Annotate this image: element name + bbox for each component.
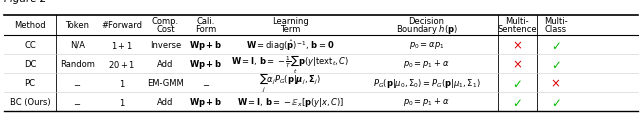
Text: $p_0 = \alpha p_1$: $p_0 = \alpha p_1$	[409, 40, 444, 51]
Text: $1+1$: $1+1$	[111, 40, 133, 51]
Text: Sentence: Sentence	[497, 25, 537, 34]
Text: $-$: $-$	[202, 78, 210, 87]
Text: $\mathbf{Wp+b}$: $\mathbf{Wp+b}$	[189, 39, 222, 52]
Text: Learning: Learning	[272, 17, 308, 26]
Text: Decision: Decision	[408, 17, 445, 26]
Text: DC: DC	[24, 59, 36, 68]
Text: $1$: $1$	[118, 96, 125, 107]
Text: CC: CC	[24, 41, 36, 50]
Text: Form: Form	[195, 25, 216, 34]
Text: $P_G(\mathbf{p}|\mu_0,\Sigma_0)=P_G(\mathbf{p}|\mu_1,\Sigma_1)$: $P_G(\mathbf{p}|\mu_0,\Sigma_0)=P_G(\mat…	[372, 76, 481, 89]
Text: Inverse: Inverse	[150, 41, 181, 50]
Text: $\sum_j \alpha_j P_G(\mathbf{p}|\boldsymbol{\mu}_j, \boldsymbol{\Sigma}_j)$: $\sum_j \alpha_j P_G(\mathbf{p}|\boldsym…	[259, 71, 321, 94]
Text: $p_0 = p_1 + \alpha$: $p_0 = p_1 + \alpha$	[403, 96, 450, 108]
Text: Random: Random	[60, 59, 95, 68]
Text: EM-GMM: EM-GMM	[147, 78, 184, 87]
Text: PC: PC	[24, 78, 35, 87]
Text: Class: Class	[545, 25, 566, 34]
Text: $\checkmark$: $\checkmark$	[512, 95, 522, 108]
Text: $-$: $-$	[74, 78, 82, 87]
Text: $\checkmark$: $\checkmark$	[550, 39, 561, 52]
Text: Multi-: Multi-	[506, 17, 529, 26]
Text: $\times$: $\times$	[550, 76, 561, 89]
Text: #Forward: #Forward	[101, 21, 143, 30]
Text: $1$: $1$	[118, 77, 125, 88]
Text: $20+1$: $20+1$	[108, 59, 136, 69]
Text: Token: Token	[65, 21, 90, 30]
Text: $\checkmark$: $\checkmark$	[550, 58, 561, 70]
Text: $\mathbf{Wp+b}$: $\mathbf{Wp+b}$	[189, 58, 222, 70]
Text: $p_0 = p_1 + \alpha$: $p_0 = p_1 + \alpha$	[403, 58, 450, 70]
Text: $\times$: $\times$	[512, 58, 522, 70]
Text: Add: Add	[157, 97, 173, 106]
Text: Method: Method	[14, 21, 46, 30]
Text: Add: Add	[157, 59, 173, 68]
Text: $\times$: $\times$	[512, 39, 522, 52]
Text: $\mathbf{W}=\mathbf{I},\,\mathbf{b}=-\mathbb{E}_x\left[\mathbf{p}(y|x,C)\right]$: $\mathbf{W}=\mathbf{I},\,\mathbf{b}=-\ma…	[237, 95, 344, 108]
Text: Multi-: Multi-	[544, 17, 568, 26]
Text: $-$: $-$	[74, 97, 82, 106]
Text: $\checkmark$: $\checkmark$	[550, 95, 561, 108]
Text: Term: Term	[280, 25, 300, 34]
Text: $\checkmark$: $\checkmark$	[512, 76, 522, 89]
Text: Comp.: Comp.	[152, 17, 179, 26]
Text: $\mathbf{Wp+b}$: $\mathbf{Wp+b}$	[189, 95, 222, 108]
Text: Cost: Cost	[156, 25, 175, 34]
Text: Boundary $h(\mathbf{p})$: Boundary $h(\mathbf{p})$	[396, 23, 458, 36]
Text: $\mathbf{W}=\mathrm{diag}(\hat{\mathbf{p}})^{-1},\,\mathbf{b}=\mathbf{0}$: $\mathbf{W}=\mathrm{diag}(\hat{\mathbf{p…	[246, 38, 335, 52]
Text: $\mathbf{W}=\mathbf{I},\,\mathbf{b}=-\frac{1}{T}\sum_t \mathbf{p}(y|\mathrm{text: $\mathbf{W}=\mathbf{I},\,\mathbf{b}=-\fr…	[231, 53, 349, 75]
Text: Cali.: Cali.	[196, 17, 215, 26]
Text: Figure 2: Figure 2	[4, 0, 47, 4]
Text: BC (Ours): BC (Ours)	[10, 97, 51, 106]
Text: N/A: N/A	[70, 41, 85, 50]
